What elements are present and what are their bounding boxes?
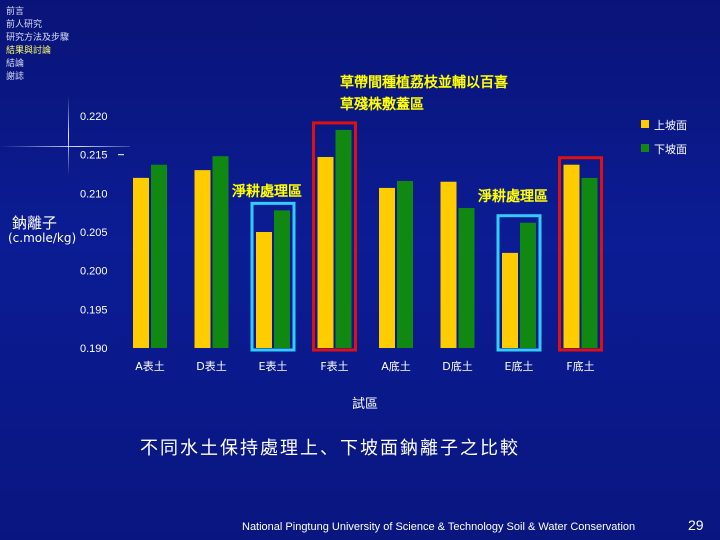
x-tick-label: D表土	[196, 359, 226, 373]
legend-label: 下坡面	[654, 143, 687, 156]
y-tick-label: 0.190	[80, 343, 108, 355]
nav-item-acknowledgement[interactable]: 謝誌	[6, 72, 25, 82]
x-tick-label: E表土	[259, 359, 288, 373]
y-tick-label: 0.205	[80, 227, 108, 239]
bar-upper-slope	[256, 232, 272, 348]
bar-upper-slope	[379, 187, 395, 348]
legend-label: 上坡面	[654, 119, 687, 132]
bar-lower-slope	[274, 210, 290, 348]
nav-item-methods[interactable]: 研究方法及步驟	[6, 33, 70, 43]
y-tick-label: 0.195	[80, 304, 108, 316]
y-axis-label-unit: (c.mole/kg)	[8, 231, 77, 245]
section-nav: 前言 前人研究 研究方法及步驟 結果與討論 結論 謝誌	[6, 6, 69, 84]
footer-institution: National Pingtung University of Science …	[242, 521, 636, 533]
y-tick-label: 0.220	[80, 111, 108, 123]
x-axis-title: 試區	[352, 396, 378, 412]
annotation-clean-tillage-left: 淨耕處理區	[232, 184, 302, 200]
legend-swatch	[641, 144, 649, 152]
slide-caption: 不同水土保持處理上、下坡面鈉離子之比較	[140, 438, 520, 459]
y-tick-label: 0.210	[80, 188, 108, 200]
legend-swatch	[641, 120, 649, 128]
nav-item-conclusion[interactable]: 結論	[6, 59, 25, 69]
annotation-clean-tillage-right: 淨耕處理區	[478, 189, 548, 205]
bar-upper-slope	[133, 177, 149, 348]
bar-lower-slope	[458, 208, 475, 348]
bar-lower-slope	[151, 164, 167, 348]
x-tick-label: F底土	[566, 359, 594, 373]
bar-upper-slope	[563, 164, 580, 348]
bar-upper-slope	[194, 170, 211, 348]
x-tick-label: F表土	[320, 359, 348, 373]
bar-lower-slope	[212, 156, 229, 348]
x-tick-label: E底土	[505, 359, 534, 373]
bar-upper-slope	[502, 252, 518, 348]
y-axis-label-name: 鈉離子	[12, 214, 58, 232]
highlight-box-red	[312, 121, 357, 352]
decorative-line-vertical	[68, 96, 69, 176]
highlight-box-red	[558, 156, 603, 352]
x-tick-label: D底土	[442, 359, 472, 373]
bar-lower-slope	[397, 180, 413, 348]
x-tick-label: A底土	[381, 359, 411, 373]
y-tick-label: 0.200	[80, 266, 108, 278]
y-axis-label: 鈉離子 (c.mole/kg)	[8, 216, 76, 246]
annotation-litchi-mulch: 草帶間種植荔枝並輔以百喜 草殘株敷蓋區	[340, 72, 508, 116]
annotation-litchi-mulch-line2: 草殘株敷蓋區	[340, 97, 424, 113]
bar-upper-slope	[317, 156, 334, 348]
decorative-line-horizontal	[0, 146, 130, 147]
nav-item-intro[interactable]: 前言	[6, 7, 25, 17]
bar-upper-slope	[440, 181, 457, 348]
highlight-box-cyan	[496, 214, 542, 352]
x-tick-label: A表土	[135, 359, 165, 373]
nav-item-results[interactable]: 結果與討論	[6, 46, 52, 56]
page-number: 29	[688, 517, 704, 533]
annotation-litchi-mulch-line1: 草帶間種植荔枝並輔以百喜	[340, 75, 508, 91]
bar-lower-slope	[581, 177, 598, 348]
nav-item-literature[interactable]: 前人研究	[6, 20, 43, 30]
y-tick-label: 0.215	[80, 150, 108, 162]
highlight-box-cyan	[250, 201, 296, 352]
bar-lower-slope	[520, 222, 536, 348]
bar-lower-slope	[335, 129, 352, 348]
